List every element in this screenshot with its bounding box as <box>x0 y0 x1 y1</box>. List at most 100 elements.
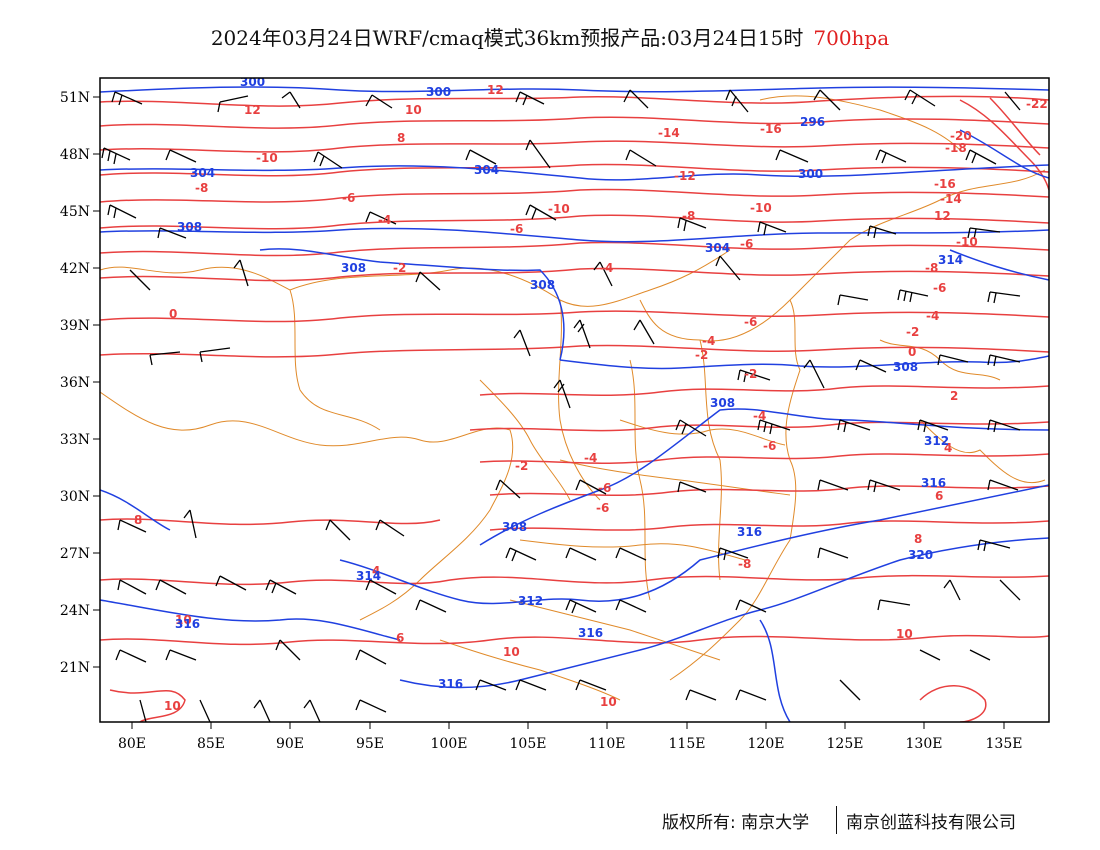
pressure-level: 700hpa <box>813 26 890 50</box>
svg-text:316: 316 <box>438 677 463 691</box>
lon-label: 80E <box>118 736 146 752</box>
lat-label: 45N <box>60 204 90 220</box>
wind-barbs <box>101 89 1021 722</box>
svg-text:8: 8 <box>914 532 922 546</box>
footer-divider <box>836 806 837 834</box>
svg-text:308: 308 <box>710 396 735 410</box>
lon-label: 105E <box>510 736 547 752</box>
latitude-labels: 51N 48N 45N 42N 39N 36N 33N 30N 27N 24N … <box>60 90 90 676</box>
svg-text:12: 12 <box>934 209 951 223</box>
svg-text:-22: -22 <box>1026 97 1048 111</box>
svg-text:12: 12 <box>487 83 504 97</box>
lon-label: 135E <box>986 736 1023 752</box>
lon-label: 125E <box>827 736 864 752</box>
svg-text:12: 12 <box>244 103 261 117</box>
svg-text:314: 314 <box>938 253 963 267</box>
svg-text:-6: -6 <box>763 439 776 453</box>
temperature-contours <box>100 95 1049 722</box>
svg-text:-14: -14 <box>940 192 962 206</box>
svg-text:304: 304 <box>474 163 499 177</box>
svg-text:6: 6 <box>396 631 404 645</box>
lat-label: 48N <box>60 147 90 163</box>
svg-text:308: 308 <box>502 520 527 534</box>
svg-text:8: 8 <box>397 131 405 145</box>
lat-label: 33N <box>60 432 90 448</box>
svg-text:316: 316 <box>578 626 603 640</box>
svg-text:0: 0 <box>908 345 916 359</box>
height-contours <box>100 86 1049 722</box>
svg-text:312: 312 <box>518 594 543 608</box>
svg-text:304: 304 <box>190 166 215 180</box>
lat-label: 36N <box>60 375 90 391</box>
svg-text:-2: -2 <box>744 367 757 381</box>
svg-text:308: 308 <box>893 360 918 374</box>
svg-text:10: 10 <box>896 627 913 641</box>
lon-label: 100E <box>431 736 468 752</box>
svg-text:-6: -6 <box>744 315 757 329</box>
lat-label: 39N <box>60 318 90 334</box>
lon-label: 130E <box>906 736 943 752</box>
svg-text:308: 308 <box>341 261 366 275</box>
axis-ticks <box>93 96 1005 729</box>
plot-area <box>100 78 1049 722</box>
svg-text:296: 296 <box>800 115 825 129</box>
svg-text:-16: -16 <box>934 177 956 191</box>
svg-text:-10: -10 <box>548 202 570 216</box>
svg-text:-6: -6 <box>598 481 611 495</box>
svg-text:-2: -2 <box>393 261 406 275</box>
svg-text:-10: -10 <box>750 201 772 215</box>
svg-text:10: 10 <box>164 699 181 713</box>
svg-text:-2: -2 <box>695 348 708 362</box>
lon-label: 95E <box>356 736 384 752</box>
lat-label: 27N <box>60 546 90 562</box>
svg-text:6: 6 <box>935 489 943 503</box>
lat-label: 21N <box>60 660 90 676</box>
lon-label: 120E <box>748 736 785 752</box>
svg-text:300: 300 <box>426 85 451 99</box>
title-text: 2024年03月24日WRF/cmaq模式36km预报产品:03月24日15时 <box>210 26 804 50</box>
longitude-labels: 80E 85E 90E 95E 100E 105E 110E 115E 120E… <box>118 736 1023 752</box>
svg-text:-2: -2 <box>906 325 919 339</box>
lat-label: 30N <box>60 489 90 505</box>
svg-text:0: 0 <box>169 307 177 321</box>
lat-label: 51N <box>60 90 90 106</box>
svg-text:-4: -4 <box>753 409 766 423</box>
lat-label: 42N <box>60 261 90 277</box>
lon-label: 115E <box>669 736 706 752</box>
svg-text:10: 10 <box>405 103 422 117</box>
svg-text:308: 308 <box>177 220 202 234</box>
svg-text:-8: -8 <box>925 261 938 275</box>
svg-text:-16: -16 <box>760 122 782 136</box>
svg-text:-4: -4 <box>600 261 613 275</box>
svg-text:-8: -8 <box>738 557 751 571</box>
svg-text:-8: -8 <box>682 209 695 223</box>
svg-text:-4: -4 <box>926 309 939 323</box>
svg-text:300: 300 <box>798 167 823 181</box>
svg-text:-10: -10 <box>956 235 978 249</box>
svg-text:316: 316 <box>175 617 200 631</box>
svg-text:316: 316 <box>737 525 762 539</box>
svg-text:308: 308 <box>530 278 555 292</box>
svg-text:-10: -10 <box>256 151 278 165</box>
svg-text:4: 4 <box>372 564 380 578</box>
svg-text:10: 10 <box>175 613 192 627</box>
svg-text:-6: -6 <box>510 222 523 236</box>
copyright-text: 版权所有: 南京大学 <box>662 813 810 833</box>
svg-text:2: 2 <box>950 389 958 403</box>
svg-text:-4: -4 <box>378 213 391 227</box>
svg-text:-18: -18 <box>945 141 967 155</box>
plot-frame <box>99 77 1050 723</box>
svg-text:10: 10 <box>503 645 520 659</box>
svg-text:4: 4 <box>944 441 952 455</box>
svg-text:312: 312 <box>924 434 949 448</box>
lon-label: 90E <box>276 736 304 752</box>
svg-text:-4: -4 <box>702 334 715 348</box>
lat-label: 24N <box>60 603 90 619</box>
svg-text:-8: -8 <box>195 181 208 195</box>
lon-label: 110E <box>589 736 626 752</box>
svg-text:-6: -6 <box>740 237 753 251</box>
svg-text:316: 316 <box>921 476 946 490</box>
